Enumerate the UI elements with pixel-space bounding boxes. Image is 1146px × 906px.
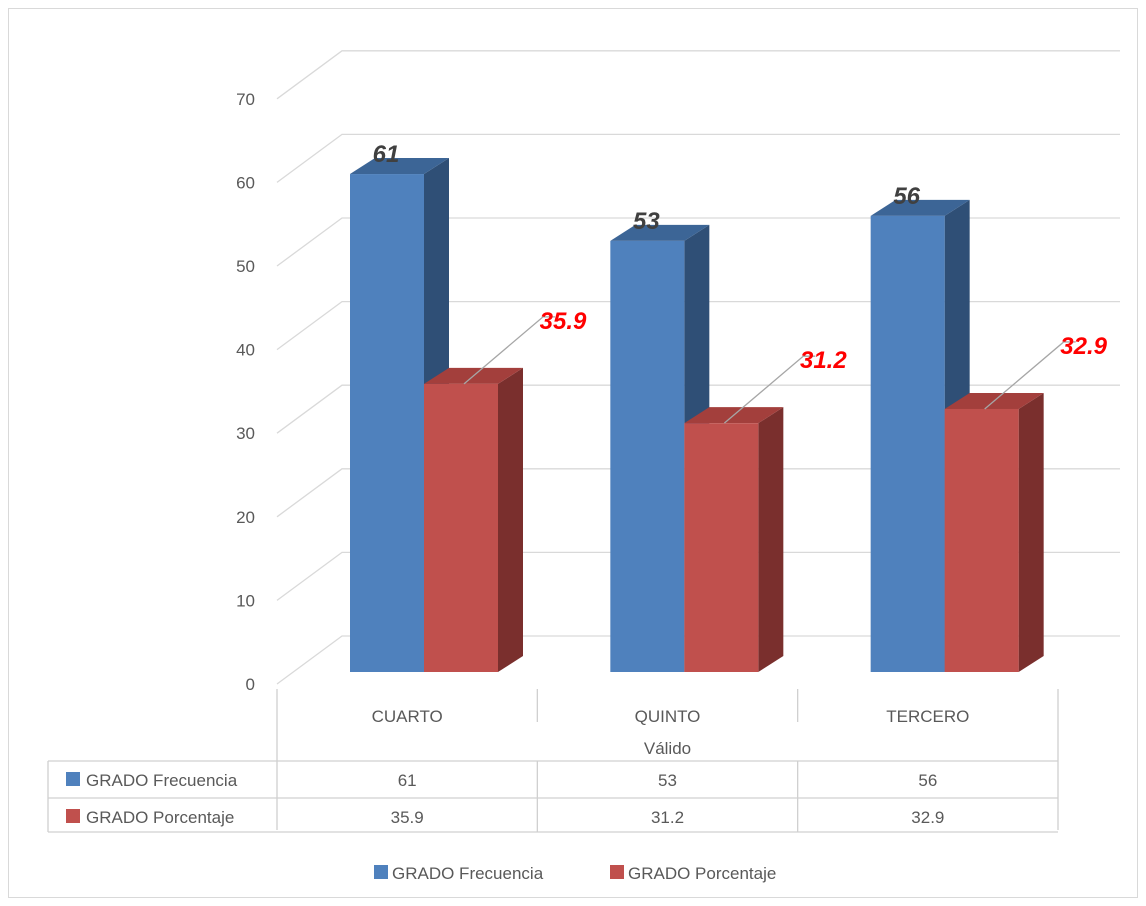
gridline [276, 133, 1120, 183]
data-label: 31.2 [800, 347, 847, 374]
legend-key-icon [66, 772, 80, 786]
gridline [276, 468, 1120, 518]
table-cell: 31.2 [651, 808, 684, 827]
category-label: CUARTO [372, 707, 443, 726]
gridline [276, 551, 1120, 601]
y-tick-label: 40 [236, 341, 255, 360]
table-cell: 35.9 [391, 808, 424, 827]
bar-side [758, 407, 784, 672]
legend-label: GRADO Frecuencia [392, 864, 544, 883]
gridline [276, 635, 1120, 685]
bar-top [870, 199, 970, 216]
data-label: 32.9 [1060, 333, 1107, 360]
bar [610, 240, 685, 673]
bar-top [350, 158, 449, 175]
y-tick-label: 50 [236, 257, 255, 276]
group-label: Válido [644, 739, 691, 758]
bar-side [1018, 392, 1044, 672]
bar-side [498, 367, 523, 672]
bar [684, 423, 759, 672]
table-cell: 56 [918, 771, 937, 790]
data-label: 61 [373, 141, 400, 168]
gridline [276, 50, 1120, 100]
data-label: 35.9 [540, 308, 587, 335]
data-label: 53 [633, 208, 660, 235]
bar-top [610, 224, 710, 241]
legend-key-icon [66, 809, 80, 823]
data-label: 56 [893, 183, 920, 210]
gridline [276, 217, 1120, 267]
leader-line [463, 316, 555, 385]
table-cell: 32.9 [911, 808, 944, 827]
gridline [276, 300, 1120, 351]
legend-label: GRADO Porcentaje [628, 864, 776, 883]
y-tick-label: 10 [236, 591, 255, 610]
y-tick-label: 30 [236, 424, 255, 443]
category-label: TERCERO [886, 707, 969, 726]
legend-swatch [374, 865, 388, 879]
y-tick-label: 60 [236, 173, 255, 192]
bar [944, 408, 1019, 672]
table-cell: 61 [398, 771, 417, 790]
table-row-header: GRADO Frecuencia [86, 771, 238, 790]
leader-line [984, 341, 1076, 410]
bar [350, 174, 424, 673]
table-cell: 53 [658, 771, 677, 790]
bar [424, 383, 498, 672]
category-label: QUINTO [635, 707, 701, 726]
y-tick-label: 70 [236, 90, 255, 109]
bar [870, 215, 945, 672]
table-row-header: GRADO Porcentaje [86, 808, 234, 827]
gridline [276, 384, 1120, 434]
y-tick-label: 0 [246, 675, 255, 694]
leader-line [723, 355, 816, 424]
legend-swatch [610, 865, 624, 879]
y-tick-label: 20 [236, 508, 255, 527]
